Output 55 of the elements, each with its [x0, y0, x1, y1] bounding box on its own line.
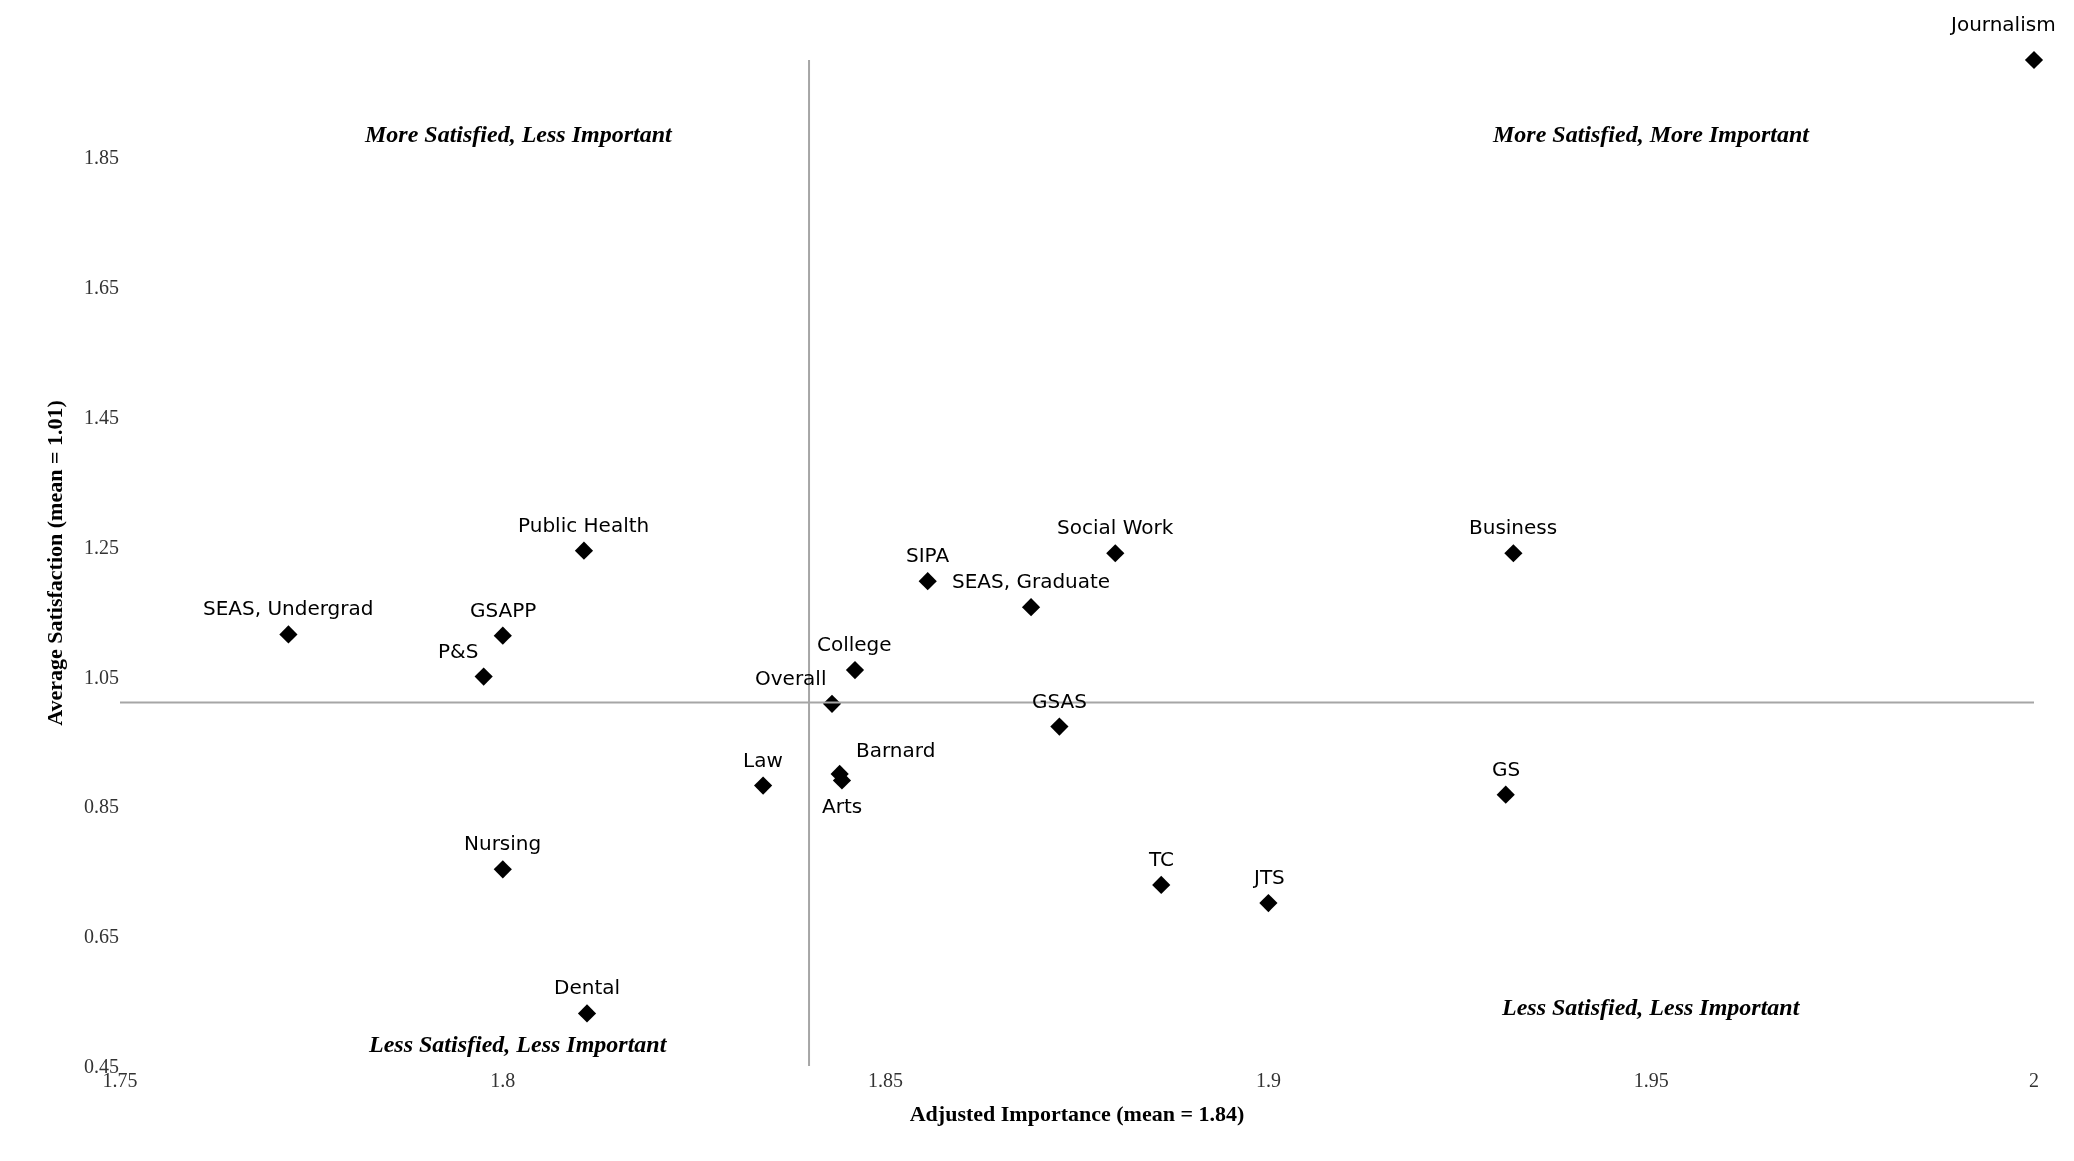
point	[1496, 785, 1515, 804]
annotation: Barnard	[856, 738, 936, 762]
x-tick-label: 1.95	[1633, 1069, 1669, 1091]
point	[845, 660, 865, 680]
annotation: Law	[743, 748, 783, 772]
point	[1050, 717, 1069, 736]
y-tick-label: 1.05	[84, 665, 119, 688]
x-tick-label: 1.9	[1255, 1069, 1281, 1091]
annotation: More Satisfied, More Important	[1492, 121, 1811, 147]
annotation: College	[817, 632, 892, 656]
point	[1259, 893, 1278, 913]
point	[279, 625, 298, 644]
annotation: TC	[1148, 847, 1175, 871]
annotation: SEAS, Undergrad	[203, 596, 374, 620]
x-axis-title: Adjusted Importance (mean = 1.84)	[909, 1100, 1245, 1126]
annotation: SEAS, Graduate	[952, 569, 1111, 593]
annotation: GS	[1492, 757, 1521, 781]
annotation: Business	[1469, 515, 1558, 539]
y-tick-label: 1.25	[84, 535, 119, 558]
y-tick-label: 1.65	[84, 276, 119, 299]
x-tick-label: 1.85	[868, 1069, 904, 1091]
y-tick-label: 0.85	[84, 795, 119, 818]
annotation: Overall	[755, 666, 827, 690]
annotation: Social Work	[1057, 515, 1174, 539]
annotation: GSAPP	[470, 598, 537, 622]
point	[577, 1004, 597, 1023]
annotation: Less Satisfied, Less Important	[1501, 994, 1801, 1020]
annotation: More Satisfied, Less Important	[364, 121, 674, 147]
annotation: P&S	[438, 639, 479, 663]
annotation: Public Health	[518, 513, 650, 537]
annotation: Nursing	[464, 831, 542, 855]
point	[1152, 875, 1171, 895]
annotation: JTS	[1252, 865, 1285, 889]
point	[2024, 50, 2044, 70]
y-tick-label: 1.45	[84, 405, 119, 428]
point	[754, 776, 773, 795]
y-tick-label: 0.65	[84, 925, 119, 948]
point	[1106, 544, 1125, 563]
annotation: Arts	[822, 794, 863, 818]
annotation: SIPA	[906, 543, 950, 567]
annotation: Dental	[554, 975, 621, 999]
x-tick-label: 1.8	[490, 1069, 516, 1091]
y-tick-label: 1.85	[84, 146, 119, 169]
point	[493, 626, 512, 645]
x-tick-label: 2	[2029, 1069, 2039, 1091]
annotation: Less Satisfied, Less Important	[368, 1031, 668, 1057]
annotation: GSAS	[1032, 689, 1087, 713]
point	[493, 860, 512, 879]
point	[574, 541, 594, 560]
y-axis-title: Average Satisfaction (mean = 1.01)	[41, 400, 67, 726]
point	[474, 667, 493, 686]
point	[918, 572, 937, 591]
point	[1504, 544, 1523, 563]
annotation: Journalism	[1949, 12, 2056, 36]
point	[1021, 598, 1041, 617]
